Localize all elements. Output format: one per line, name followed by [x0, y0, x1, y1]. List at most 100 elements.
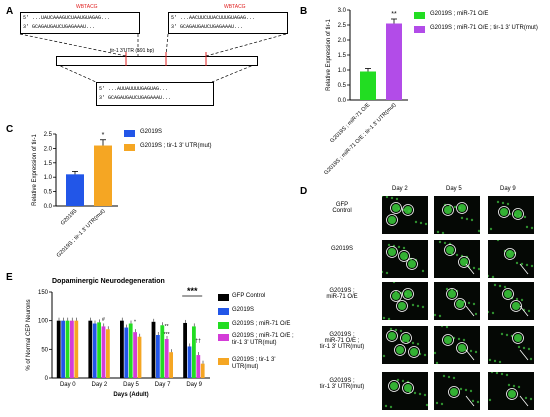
row-label-line: tir-1 3' UTR(mut) — [319, 344, 365, 350]
bar — [101, 326, 106, 378]
speckle — [503, 285, 507, 289]
arrow — [465, 349, 475, 361]
bar — [92, 323, 97, 378]
neuron-outline — [458, 256, 470, 268]
speckle — [389, 405, 393, 409]
neuron — [444, 336, 452, 344]
speckle — [442, 374, 446, 378]
arrow — [465, 395, 475, 407]
speckle — [465, 217, 469, 221]
micrograph-svg — [382, 327, 427, 358]
speckle — [421, 305, 425, 309]
speckle — [490, 372, 494, 374]
bar — [151, 321, 156, 378]
neuron — [388, 216, 396, 224]
bar — [196, 355, 201, 378]
speckle — [435, 361, 439, 364]
row-label-line: G2019S ; — [329, 288, 355, 294]
significance-mark: †† — [195, 339, 201, 345]
utr-site-marks — [125, 52, 207, 66]
neuron — [504, 290, 512, 298]
speckle — [488, 398, 492, 402]
legend-swatch — [124, 130, 135, 137]
panel-label-d: D — [300, 186, 308, 197]
speckle — [529, 397, 533, 401]
bar — [164, 339, 169, 378]
micrograph-svg — [436, 202, 480, 234]
row-label-line: tir-1 3' UTR(mut) — [319, 384, 365, 390]
micrograph — [434, 282, 480, 320]
neuron — [514, 334, 522, 342]
speckle — [416, 342, 420, 346]
neuron — [396, 346, 404, 354]
bar — [120, 320, 124, 378]
bar — [106, 329, 110, 378]
bar — [70, 320, 74, 378]
micrograph — [488, 196, 534, 234]
seq-box-bottom: 5' ...AUUAUUUUGAGUAG... 3' GCAGAUGAUCUGA… — [96, 82, 214, 106]
neuron-outline — [444, 244, 456, 256]
speckle — [436, 230, 440, 234]
legend-swatch — [414, 12, 425, 19]
x-tick-label: Day 7 — [155, 382, 171, 388]
seq-line: 5' ...AACUUCUUACUUUGUAGAG... — [171, 15, 256, 21]
x-tick-label: Day 9 — [186, 382, 202, 388]
arrow — [519, 305, 529, 317]
speckle — [527, 309, 531, 313]
bar — [192, 326, 196, 378]
speckle — [517, 385, 521, 389]
speckle — [477, 229, 480, 233]
micrograph-svg — [382, 196, 428, 226]
chart-c-svg: 0.0 0.5 1.0 1.5 2.0 2.5 Relative Expression of… — [32, 132, 118, 259]
speckle — [488, 274, 490, 278]
speckle — [525, 263, 529, 267]
speckle — [489, 227, 493, 231]
micrograph-svg — [488, 240, 534, 278]
neuron — [402, 334, 410, 342]
speckle — [434, 313, 437, 317]
speckle — [474, 350, 478, 354]
neuron — [450, 388, 458, 396]
bar — [61, 320, 65, 378]
seq-box-left: 5' ...UAUCAAAGUCUAAUGUAGAG... 3' GCAGAUG… — [20, 12, 140, 34]
neuron-outline — [502, 288, 514, 300]
neuron-outline — [448, 386, 460, 398]
utr-bar — [56, 56, 258, 66]
speckle — [500, 372, 504, 376]
neuron — [404, 206, 412, 214]
chart-b-svg: 0.0 0.5 1.0 1.5 2.0 2.5 3.0 Relative Expression… — [323, 8, 408, 176]
neuron — [390, 382, 398, 390]
neuron-outline — [398, 250, 410, 262]
speckle — [434, 351, 437, 355]
speckle — [476, 400, 480, 404]
legend-label: G2019S ; miR-71 O/E — [430, 11, 489, 17]
y-tick-label: 150 — [38, 290, 49, 296]
y-tick-label: 2.5 — [338, 23, 347, 29]
significance-mark: *** — [164, 332, 170, 338]
seq-line: 3' GCAGAUGAUCUGAGAAAU... — [99, 95, 172, 101]
speckle — [397, 245, 401, 249]
y-tick-label: 0.5 — [44, 190, 53, 196]
y-tick-label: 0.0 — [44, 204, 53, 210]
legend-swatch — [218, 294, 229, 301]
speckle — [452, 376, 456, 380]
speckle — [423, 393, 427, 397]
speckle — [382, 316, 386, 320]
speckle — [445, 287, 449, 291]
neuron-outline — [408, 346, 420, 358]
neuron-outline — [402, 288, 414, 300]
bar — [94, 145, 112, 206]
speckle — [472, 266, 476, 270]
speckle — [424, 222, 428, 226]
y-tick-label: 1.5 — [338, 53, 347, 59]
speckle — [396, 378, 400, 382]
neuron-outline — [442, 334, 454, 346]
bar — [124, 327, 129, 378]
significance-mark: ** — [391, 11, 397, 18]
row-label: G2019S ; miR-71 O/E — [306, 288, 378, 300]
day-header: Day 2 — [392, 186, 408, 192]
legend-label: G2019S ; miR-71 O/E — [232, 321, 291, 327]
neuron-outline — [454, 298, 466, 310]
micrograph — [382, 196, 428, 234]
neuron — [508, 390, 516, 398]
